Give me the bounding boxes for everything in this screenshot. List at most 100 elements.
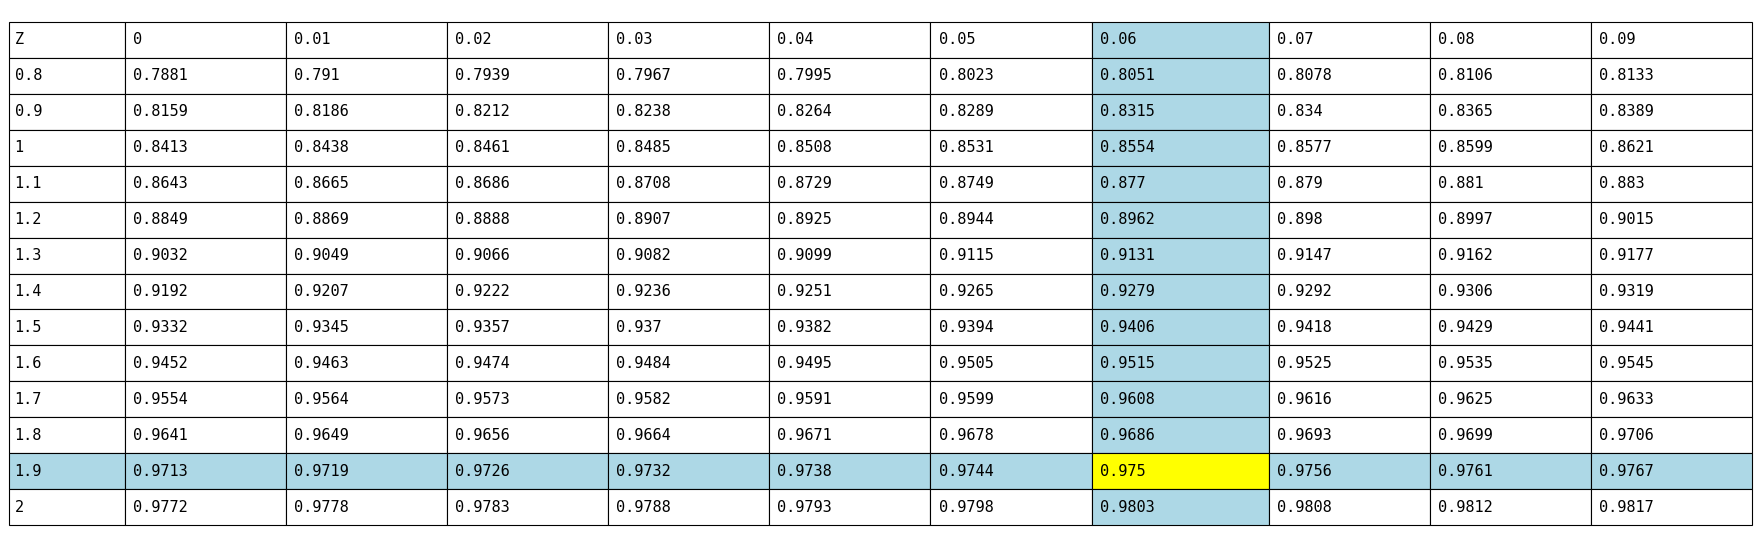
Text: 0.8461: 0.8461 [454,140,511,155]
Text: 0.8554: 0.8554 [1101,140,1155,155]
Text: 0.8023: 0.8023 [939,68,993,83]
Bar [125,417,285,453]
Bar [9,58,125,94]
Bar [1430,345,1592,381]
Bar [1092,94,1270,130]
Text: 0: 0 [132,32,143,48]
Text: 0.9671: 0.9671 [777,428,833,443]
Text: 0.8729: 0.8729 [777,176,833,191]
Bar [608,417,770,453]
Bar [608,453,770,489]
Text: 0.9599: 0.9599 [939,392,993,407]
Text: 0.8686: 0.8686 [454,176,511,191]
Text: 0.9778: 0.9778 [294,499,349,515]
Text: 0.9641: 0.9641 [132,428,188,443]
Text: 0.8708: 0.8708 [616,176,671,191]
Bar [9,94,125,130]
Text: 0.9082: 0.9082 [616,248,671,263]
Text: 0.883: 0.883 [1599,176,1645,191]
Text: 0.8849: 0.8849 [132,212,188,227]
Text: 0.9049: 0.9049 [294,248,349,263]
Bar [1430,274,1592,310]
Text: 0.8159: 0.8159 [132,104,188,119]
Bar [1092,237,1270,274]
Text: 0.03: 0.03 [616,32,653,48]
Text: 0.9357: 0.9357 [454,320,511,335]
Text: 0.8508: 0.8508 [777,140,833,155]
Text: 0.9713: 0.9713 [132,464,188,479]
Bar [1270,453,1430,489]
Bar [285,22,447,58]
Bar [125,202,285,237]
Bar [770,202,930,237]
Text: 0.9265: 0.9265 [939,284,993,299]
Text: 1.6: 1.6 [14,356,42,371]
Text: 0.7881: 0.7881 [132,68,188,83]
Bar [770,489,930,525]
Bar [9,453,125,489]
Bar [285,453,447,489]
Bar [1592,310,1752,345]
Text: 0.9772: 0.9772 [132,499,188,515]
Bar [125,310,285,345]
Text: 0.9032: 0.9032 [132,248,188,263]
Text: 0.8238: 0.8238 [616,104,671,119]
Bar [9,202,125,237]
Bar [1592,417,1752,453]
Bar [1092,345,1270,381]
Bar [1430,130,1592,166]
Text: 0.9394: 0.9394 [939,320,993,335]
Bar [1270,310,1430,345]
Text: 0.8997: 0.8997 [1439,212,1493,227]
Text: 0.7939: 0.7939 [454,68,511,83]
Text: 0.9793: 0.9793 [777,499,833,515]
Text: 2: 2 [14,499,23,515]
Bar [930,58,1092,94]
Text: 0.834: 0.834 [1277,104,1323,119]
Bar [1270,417,1430,453]
Text: 0.9783: 0.9783 [454,499,511,515]
Text: 0.8907: 0.8907 [616,212,671,227]
Text: 0.9582: 0.9582 [616,392,671,407]
Text: 0.9573: 0.9573 [454,392,511,407]
Bar [608,166,770,202]
Bar [1092,166,1270,202]
Bar [447,22,608,58]
Bar [1592,381,1752,417]
Text: 0.9306: 0.9306 [1439,284,1493,299]
Bar [125,58,285,94]
Bar [447,381,608,417]
Text: 0.881: 0.881 [1439,176,1483,191]
Text: 0.8133: 0.8133 [1599,68,1654,83]
Bar [1092,22,1270,58]
Text: 0.9649: 0.9649 [294,428,349,443]
Bar [1270,94,1430,130]
Bar [447,489,608,525]
Text: 0.9756: 0.9756 [1277,464,1331,479]
Text: 0.9678: 0.9678 [939,428,993,443]
Bar [1592,489,1752,525]
Bar [608,237,770,274]
Text: 1.2: 1.2 [14,212,42,227]
Text: 0.9664: 0.9664 [616,428,671,443]
Text: 0.9744: 0.9744 [939,464,993,479]
Bar [608,58,770,94]
Bar [608,94,770,130]
Bar [1270,166,1430,202]
Bar [770,381,930,417]
Bar [1092,130,1270,166]
Text: 0.8888: 0.8888 [454,212,511,227]
Bar [930,202,1092,237]
Bar [125,274,285,310]
Text: 0.9554: 0.9554 [132,392,188,407]
Text: 0.9738: 0.9738 [777,464,833,479]
Text: 0.8289: 0.8289 [939,104,993,119]
Bar [447,274,608,310]
Text: 0.9608: 0.9608 [1101,392,1155,407]
Text: 0.8531: 0.8531 [939,140,993,155]
Bar [770,237,930,274]
Text: 1.9: 1.9 [14,464,42,479]
Text: 0.8212: 0.8212 [454,104,511,119]
Text: 0.09: 0.09 [1599,32,1636,48]
Text: 0.8: 0.8 [14,68,42,83]
